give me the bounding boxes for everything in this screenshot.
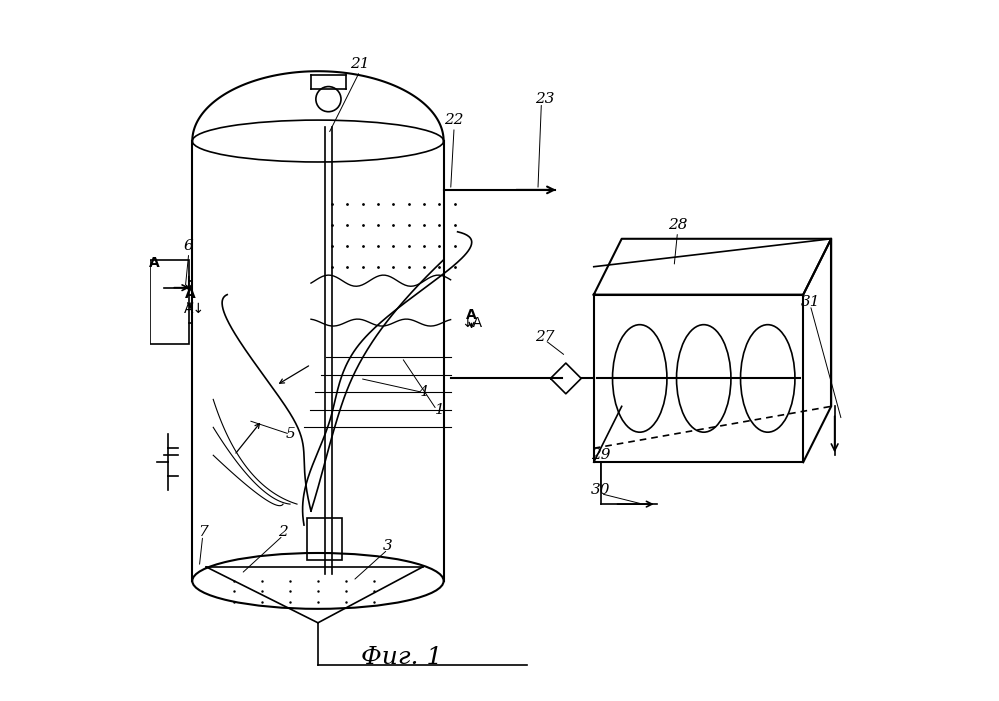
Text: 31: 31 <box>800 294 820 308</box>
Text: 27: 27 <box>535 329 554 343</box>
Text: ↓A: ↓A <box>461 315 483 329</box>
Text: 28: 28 <box>667 218 687 232</box>
Text: 21: 21 <box>350 57 370 72</box>
Text: 4: 4 <box>418 386 428 400</box>
Text: 7: 7 <box>198 525 208 539</box>
Text: 23: 23 <box>535 92 554 106</box>
Text: 1: 1 <box>436 403 445 417</box>
Text: A: A <box>185 287 196 301</box>
Bar <box>308 518 343 560</box>
Bar <box>151 260 189 343</box>
Text: 5: 5 <box>285 428 295 442</box>
Text: 29: 29 <box>591 448 610 462</box>
Text: 3: 3 <box>383 539 393 553</box>
Text: A: A <box>149 256 159 270</box>
Text: A: A <box>467 308 477 322</box>
Text: A↓: A↓ <box>184 301 205 315</box>
Text: 22: 22 <box>445 113 464 127</box>
Text: 6: 6 <box>184 239 194 253</box>
Text: 30: 30 <box>591 483 610 497</box>
Text: Фиг. 1: Фиг. 1 <box>361 646 443 669</box>
Text: 2: 2 <box>278 525 288 539</box>
